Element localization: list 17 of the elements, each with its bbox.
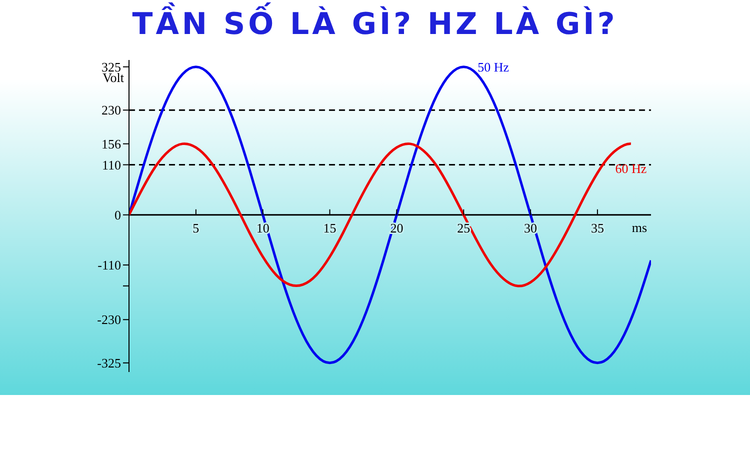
- line-series: [129, 142, 632, 288]
- x-tick-label: 25: [457, 220, 470, 236]
- y-tick-label: -230: [97, 312, 121, 328]
- y-tick-label: 156: [102, 136, 122, 152]
- chart-title: TẦN SỐ LÀ GÌ? HZ LÀ GÌ?: [131, 1, 619, 44]
- x-axis-title: ms: [632, 220, 647, 235]
- x-tick-label: 35: [590, 220, 604, 236]
- y-tick-label: 0: [114, 207, 121, 222]
- y-tick-label: 325: [102, 59, 121, 74]
- series-label: 60 Hz: [615, 161, 647, 176]
- x-tick-label: 15: [323, 220, 336, 236]
- y-tick-label: 110: [102, 157, 121, 172]
- y-tick-label: -110: [98, 258, 121, 273]
- series-label: 50 Hz: [478, 59, 510, 74]
- y-tick-label: -325: [97, 356, 121, 371]
- x-tick-label: 5: [192, 220, 200, 236]
- y-tick-label: 230: [102, 102, 121, 118]
